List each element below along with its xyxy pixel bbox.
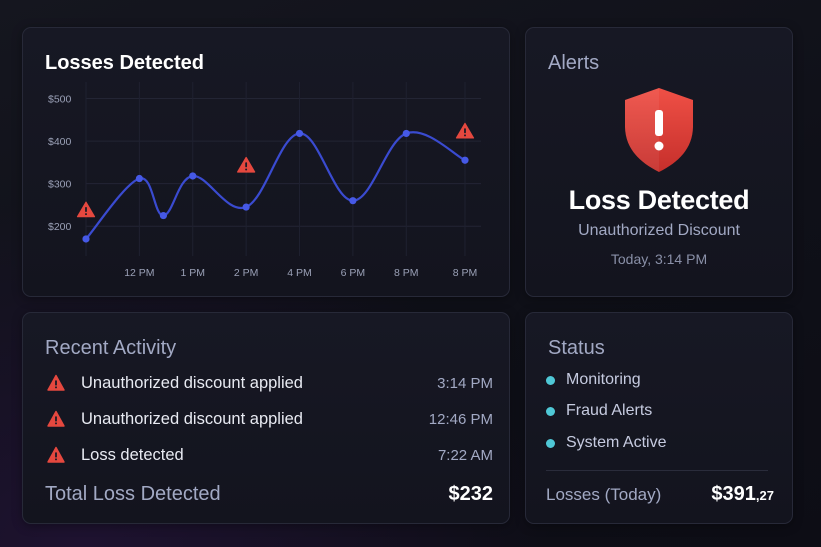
series-line: [84, 131, 467, 241]
data-point: [295, 129, 304, 138]
status-title: Status: [548, 337, 605, 359]
alert-subheading: Unauthorized Discount: [578, 222, 740, 239]
data-point: [82, 235, 90, 243]
activity-text: Loss detected: [81, 445, 184, 464]
status-dot: [546, 406, 555, 416]
shield-alert-icon: [625, 88, 693, 172]
status-item-monitoring: Monitoring: [546, 371, 641, 389]
activity-item[interactable]: Loss detected 7:22 AM: [47, 443, 493, 467]
data-point: [135, 174, 143, 183]
warning-icon: [47, 374, 65, 391]
activity-item[interactable]: Unauthorized discount applied 12:46 PM: [47, 407, 493, 431]
activity-text: Unauthorized discount applied: [81, 409, 303, 428]
status-item-system-active: System Active: [546, 434, 666, 452]
total-loss-value: $232: [448, 483, 494, 505]
data-point: [242, 203, 250, 211]
y-tick-label: $400: [48, 136, 72, 148]
x-tick-label: 1 PM: [180, 267, 205, 279]
y-tick-label: $500: [48, 94, 72, 106]
activity-time: 3:14 PM: [437, 374, 493, 392]
warning-icon: [47, 446, 65, 463]
status-card: Status Monitoring Fraud Alerts System Ac…: [525, 312, 793, 524]
losses-today-label: Losses (Today): [546, 485, 662, 504]
status-dot: [546, 375, 555, 385]
alert-marker-warning-icon: [76, 201, 96, 218]
alerts-title: Alerts: [548, 52, 600, 74]
losses-today-row: Losses (Today) $391,27: [546, 483, 774, 506]
activity-time: 7:22 AM: [437, 446, 493, 464]
x-tick-label: 4 PM: [287, 267, 312, 279]
status-divider: [546, 470, 768, 471]
activity-item[interactable]: Unauthorized discount applied 3:14 PM: [47, 371, 493, 395]
status-dot: [546, 438, 555, 448]
activity-time: 12:46 PM: [428, 410, 493, 428]
x-tick-label: 12 PM: [124, 267, 154, 279]
status-label: System Active: [566, 434, 667, 451]
status-label: Fraud Alerts: [566, 402, 653, 419]
losses-today-cents: ,27: [755, 488, 774, 503]
alert-marker-warning-icon: [237, 156, 256, 173]
activity-text: Unauthorized discount applied: [81, 373, 303, 392]
warning-icon: [47, 410, 65, 427]
alert-marker-warning-icon: [455, 122, 475, 139]
data-point: [349, 197, 357, 205]
losses-today-value: $391: [711, 483, 756, 505]
x-tick-label: 2 PM: [234, 267, 259, 279]
chart-title: Losses Detected: [45, 52, 204, 74]
x-tick-label: 8 PM: [453, 267, 478, 279]
alert-heading: Loss Detected: [568, 185, 750, 215]
y-tick-label: $300: [48, 179, 72, 191]
losses-chart-card: Losses Detected $500 $400 $300 $200 12 PM 1 P…: [22, 27, 510, 297]
total-loss-row: Total Loss Detected $232: [45, 483, 493, 506]
data-point: [402, 129, 410, 138]
recent-activity-card: Recent Activity Unauthorized discount ap…: [22, 312, 510, 524]
x-tick-label: 8 PM: [394, 267, 419, 279]
losses-today-amount: $391,27: [711, 483, 774, 506]
x-tick-label: 6 PM: [341, 267, 366, 279]
y-tick-label: $200: [48, 221, 72, 233]
data-point: [189, 172, 197, 180]
data-point: [461, 156, 469, 164]
losses-line-chart: $500 $400 $300 $200 12 PM 1 PM 2 PM 4 PM 6 PM 8 P…: [48, 82, 481, 279]
total-loss-label: Total Loss Detected: [45, 483, 221, 505]
alerts-card: Alerts Loss Detected Unauthorized Discou…: [525, 27, 793, 297]
activity-title: Recent Activity: [45, 337, 177, 359]
alert-timestamp: Today, 3:14 PM: [610, 251, 708, 267]
status-label: Monitoring: [566, 371, 641, 388]
status-item-fraud-alerts: Fraud Alerts: [546, 402, 652, 420]
data-point: [159, 211, 167, 220]
